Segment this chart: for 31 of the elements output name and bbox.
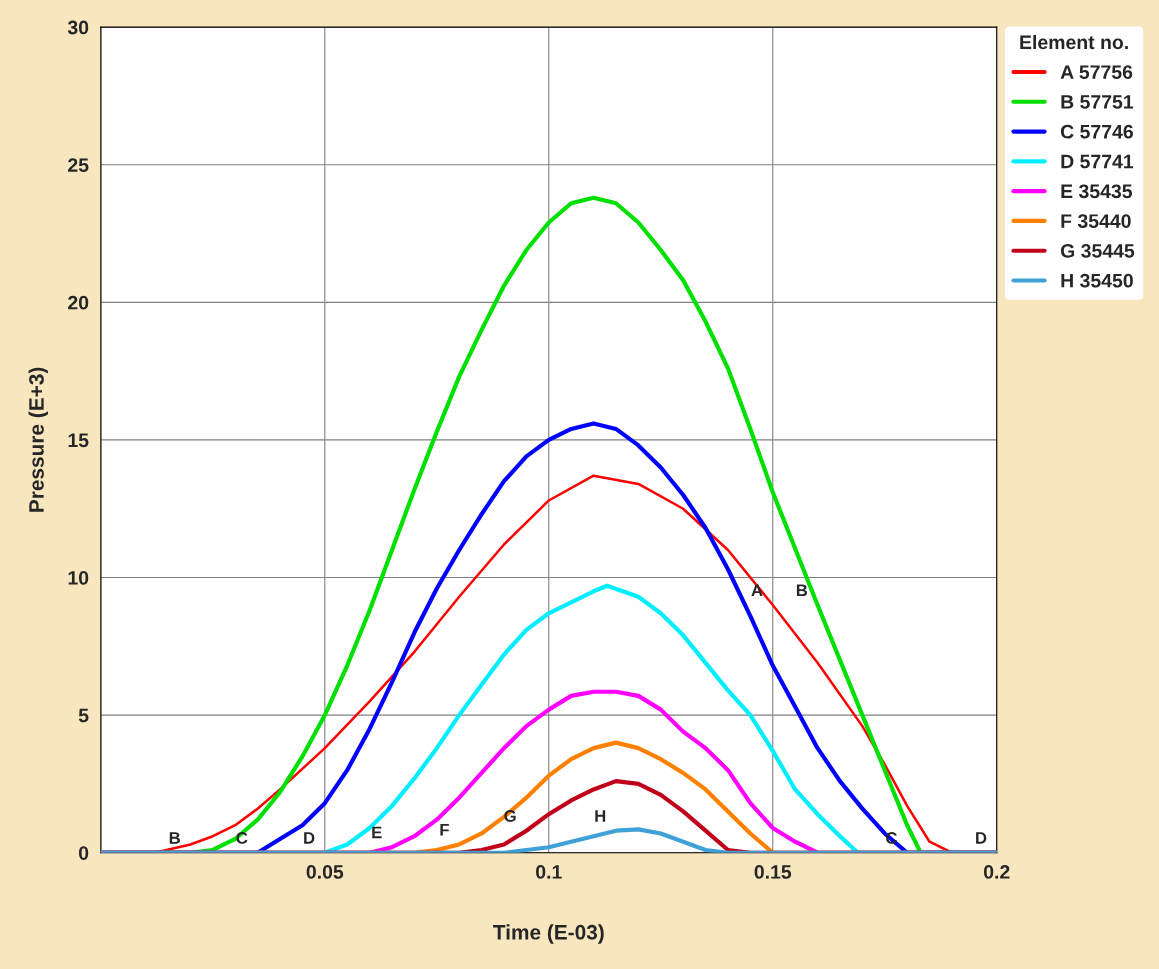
annotation: B xyxy=(169,832,180,844)
y-tick-label: 0 xyxy=(78,846,89,860)
y-tick-label: 30 xyxy=(67,20,89,35)
legend-title: Element no. xyxy=(1020,34,1128,50)
legend-label: C 57746 xyxy=(1060,124,1133,139)
x-tick-label: 0.2 xyxy=(983,865,1010,879)
y-tick-label: 15 xyxy=(68,433,89,448)
legend-label: G 35445 xyxy=(1060,243,1135,258)
legend-label: F 35440 xyxy=(1061,214,1131,228)
legend-label: H 35450 xyxy=(1061,273,1133,288)
legend-label: B 57751 xyxy=(1061,95,1134,109)
annotation: E xyxy=(372,826,382,839)
x-axis-title: Time (E-03) xyxy=(493,924,604,944)
y-tick-label: 25 xyxy=(68,158,89,172)
x-tick-label: 0.05 xyxy=(306,865,344,879)
y-axis-title: Pressure (E+3) xyxy=(28,367,48,512)
x-tick-label: 0.15 xyxy=(754,865,792,879)
x-tick-label: 0.1 xyxy=(536,865,562,879)
annotation: G xyxy=(504,810,516,822)
annotation: F xyxy=(440,823,449,836)
annotation: D xyxy=(976,832,987,844)
y-tick-label: 5 xyxy=(78,708,89,723)
annotation: B xyxy=(796,584,808,597)
annotation: H xyxy=(595,810,606,822)
annotation: C xyxy=(236,832,248,844)
annotation: D xyxy=(304,832,315,844)
y-tick-label: 10 xyxy=(68,570,89,585)
legend-label: E 35435 xyxy=(1061,184,1133,199)
legend-label: A 57756 xyxy=(1060,65,1133,79)
legend-label: D 57741 xyxy=(1061,154,1134,169)
y-tick-label: 20 xyxy=(68,295,89,310)
